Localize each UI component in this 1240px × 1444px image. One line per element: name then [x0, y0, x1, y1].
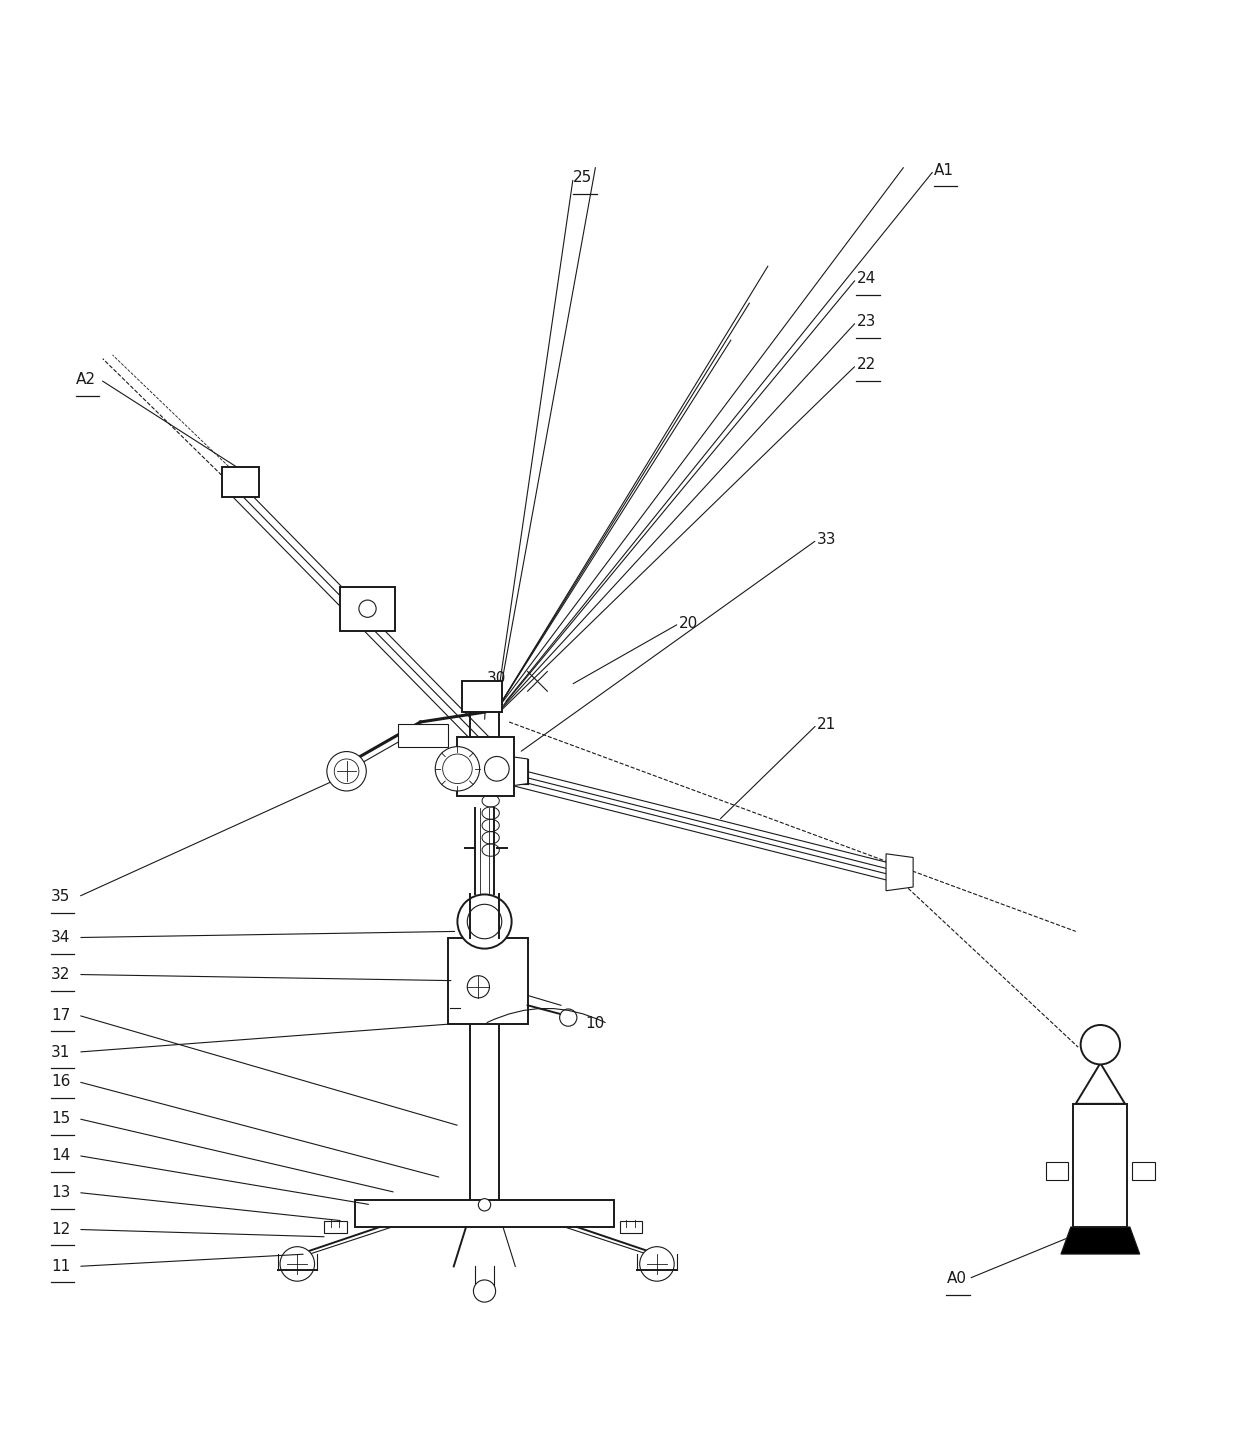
Bar	[341, 586, 394, 631]
Text: A2: A2	[76, 373, 95, 387]
Circle shape	[280, 1246, 315, 1281]
Text: 34: 34	[51, 930, 71, 944]
Circle shape	[467, 976, 490, 998]
Text: 14: 14	[51, 1148, 71, 1162]
Text: 13: 13	[51, 1186, 71, 1200]
Circle shape	[485, 757, 510, 781]
Bar	[620, 1220, 642, 1233]
Text: 21: 21	[817, 718, 836, 732]
Text: A0: A0	[946, 1271, 966, 1287]
Bar	[463, 682, 502, 712]
Text: 35: 35	[51, 890, 71, 904]
Circle shape	[443, 754, 472, 784]
Text: 33: 33	[817, 533, 837, 547]
Text: 16: 16	[51, 1074, 71, 1089]
Bar	[398, 725, 448, 747]
Circle shape	[335, 760, 358, 784]
Bar	[222, 466, 259, 497]
Circle shape	[467, 904, 502, 939]
Bar	[1132, 1162, 1154, 1180]
Circle shape	[479, 1199, 491, 1212]
Polygon shape	[887, 853, 913, 891]
Polygon shape	[485, 752, 528, 790]
Text: 11: 11	[51, 1259, 71, 1274]
Circle shape	[474, 1279, 496, 1302]
Bar	[325, 1220, 346, 1233]
Circle shape	[327, 751, 366, 791]
Circle shape	[640, 1246, 675, 1281]
Text: 12: 12	[51, 1222, 71, 1238]
Text: 31: 31	[51, 1044, 71, 1060]
Polygon shape	[1076, 1063, 1125, 1103]
Bar	[1074, 1103, 1127, 1227]
Polygon shape	[1061, 1227, 1140, 1253]
Text: 30: 30	[487, 671, 506, 686]
Text: 17: 17	[51, 1008, 71, 1022]
Bar	[458, 736, 515, 796]
Bar	[1047, 1162, 1069, 1180]
Circle shape	[435, 747, 480, 791]
Text: A1: A1	[934, 163, 954, 178]
Circle shape	[458, 894, 512, 949]
Bar	[448, 937, 528, 1024]
Circle shape	[358, 601, 376, 617]
Text: 15: 15	[51, 1110, 71, 1126]
Text: 20: 20	[680, 617, 698, 631]
Bar	[355, 1200, 614, 1227]
Text: 25: 25	[573, 170, 593, 185]
Circle shape	[1080, 1025, 1120, 1064]
Text: 24: 24	[857, 271, 875, 286]
Text: 22: 22	[857, 357, 875, 373]
Text: 10: 10	[585, 1017, 605, 1031]
Circle shape	[559, 1009, 577, 1027]
Text: 23: 23	[857, 315, 875, 329]
Text: 32: 32	[51, 967, 71, 982]
